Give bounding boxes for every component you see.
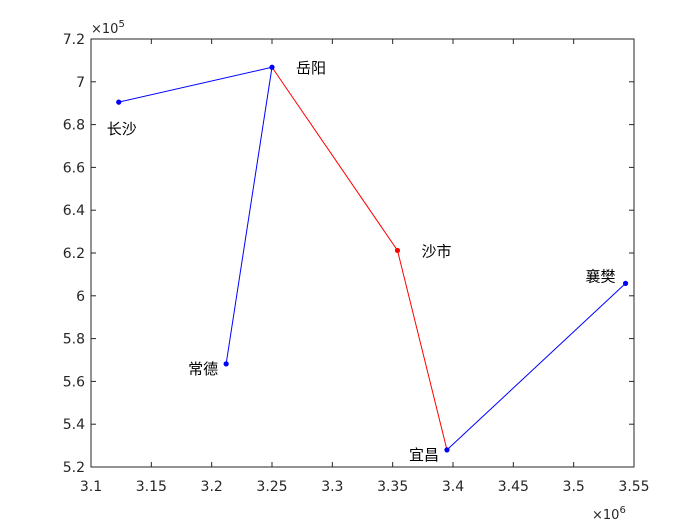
x-tick-label: 3.2: [201, 479, 223, 495]
x-exponent-base: ×10: [592, 508, 619, 523]
route-segment: [446, 283, 626, 451]
route-segment: [118, 66, 273, 103]
y-tick-label: 5.8: [63, 332, 85, 348]
y-tick-label: 6: [76, 289, 85, 305]
city-point: [116, 99, 122, 105]
y-axis-ticks: 5.2 5.4 5.6 5.8 6 6.2 6.4 6.6 6.8 7 7.2: [63, 32, 634, 476]
points-layer: [116, 64, 629, 453]
route-segment: [397, 250, 448, 451]
y-tick-label: 5.6: [63, 374, 85, 390]
route-segment: [225, 67, 273, 364]
city-point: [223, 361, 229, 367]
route-segment: [271, 66, 398, 251]
plot-area: [91, 39, 634, 467]
y-exponent-label: ×105: [91, 19, 125, 37]
x-tick-label: 3.35: [377, 479, 408, 495]
city-point: [444, 447, 450, 453]
x-tick-label: 3.15: [136, 479, 167, 495]
y-tick-label: 6.2: [63, 246, 85, 262]
x-tick-label: 3.5: [563, 479, 585, 495]
x-tick-label: 3.45: [498, 479, 529, 495]
y-tick-label: 5.2: [63, 460, 85, 476]
city-point: [269, 64, 275, 70]
y-tick-label: 5.4: [63, 417, 85, 433]
y-tick-label: 7: [76, 75, 85, 91]
y-tick-label: 6.6: [63, 160, 85, 176]
x-tick-label: 3.25: [256, 479, 287, 495]
city-label: 长沙: [107, 120, 137, 138]
x-exponent-power: 6: [619, 505, 625, 516]
city-label: 襄樊: [586, 267, 616, 285]
x-tick-label: 3.55: [618, 479, 649, 495]
city-label: 沙市: [421, 242, 451, 260]
x-tick-label: 3.4: [442, 479, 464, 495]
city-point: [622, 280, 629, 286]
y-exponent-power: 5: [118, 19, 124, 30]
x-tick-label: 3.3: [321, 479, 343, 495]
x-tick-label: 3.1: [80, 479, 102, 495]
y-tick-label: 6.8: [63, 118, 85, 134]
segments-layer: [118, 66, 626, 451]
y-tick-label: 6.4: [63, 203, 85, 219]
y-exponent-base: ×10: [91, 22, 118, 37]
city-label: 岳阳: [296, 59, 326, 77]
city-label: 常德: [188, 360, 218, 378]
y-tick-label: 7.2: [63, 32, 85, 48]
city-point: [394, 247, 401, 254]
x-axis-ticks: 3.1 3.15 3.2 3.25 3.3 3.35 3.4 3.45 3.5 3.55: [80, 39, 650, 495]
x-exponent-label: ×106: [592, 505, 626, 523]
city-label: 宜昌: [409, 446, 439, 464]
